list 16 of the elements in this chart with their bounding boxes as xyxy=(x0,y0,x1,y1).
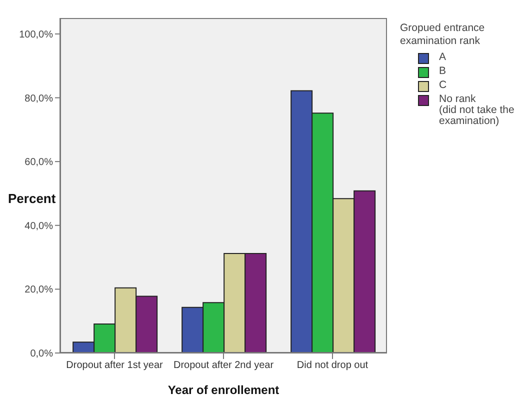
legend-label: B xyxy=(439,65,446,77)
y-tick-label: 100,0% xyxy=(19,30,54,40)
legend-label: No rank (did not take the examination) xyxy=(439,93,514,127)
y-tick-label: 40,0% xyxy=(24,220,54,232)
legend-label: C xyxy=(439,79,447,91)
y-tick-label: 60,0% xyxy=(24,157,54,168)
x-tick-label: Dropout after 2nd year xyxy=(173,360,274,372)
y-tick-label: 80,0% xyxy=(24,93,54,104)
y-axis-title: Percent xyxy=(8,191,56,206)
legend-title: Gropued entrance examination rank xyxy=(400,22,486,48)
x-tick-label: Did not drop out xyxy=(296,360,368,372)
y-tick-label: 0,0% xyxy=(30,348,54,360)
y-tick-label: 20,0% xyxy=(24,284,54,296)
x-axis-title: Year of enrollement xyxy=(168,383,280,397)
legend-label: A xyxy=(439,51,446,63)
x-tick-label: Dropout after 1st year xyxy=(66,360,164,372)
